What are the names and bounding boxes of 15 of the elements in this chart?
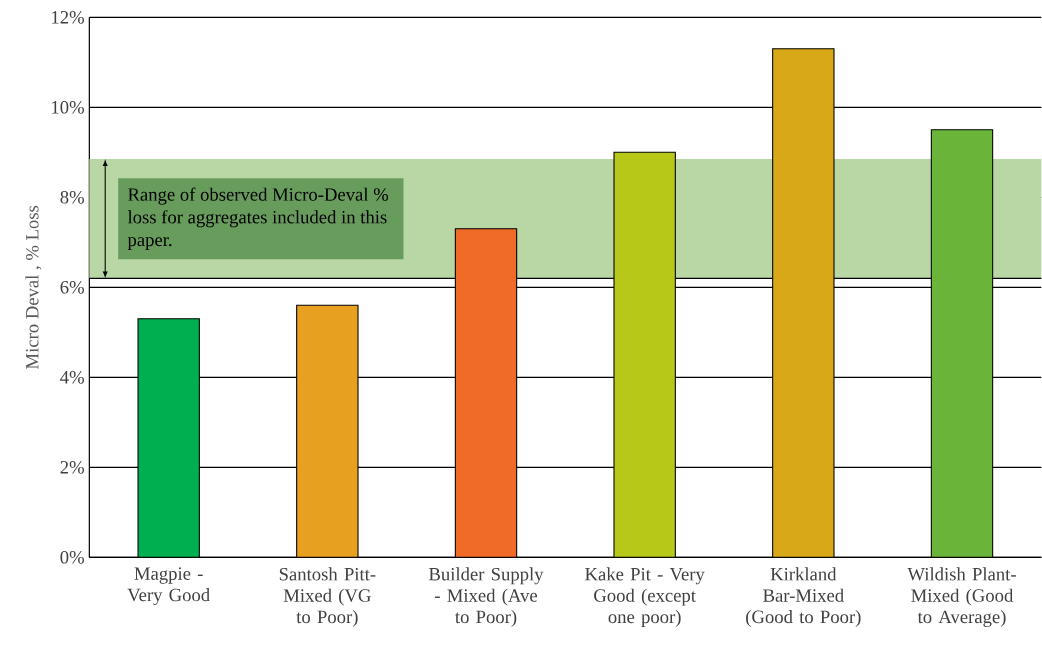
y-tick-label: 8%	[60, 190, 84, 204]
x-tick-label: Kirkland Bar-Mixed (Good to Poor)	[746, 567, 861, 627]
y-axis-title: Micro Deval , % Loss	[25, 205, 42, 369]
x-tick-label: Wildish Plant-Mixed (Good to Average)	[907, 567, 1016, 628]
x-tick-label: Kake Pit - Very Good (except one poor)	[585, 567, 705, 627]
y-tick-label: 12%	[52, 10, 84, 24]
y-tick-label: 2%	[60, 460, 84, 474]
y-tick-label: 6%	[60, 280, 84, 294]
y-tick-label: 0%	[60, 550, 84, 564]
x-tick-label: Magpie - Very Good	[127, 567, 210, 606]
y-tick-label: 10%	[52, 100, 84, 114]
x-tick-label: Builder Supply - Mixed (Ave to Poor)	[428, 567, 544, 627]
band-label: Range of observed Micro-Deval % loss for aggregates included in this paper.	[127, 187, 389, 250]
y-tick-label: 4%	[60, 370, 84, 384]
x-tick-label: Santosh Pitt-Mixed (VG to Poor)	[279, 567, 376, 627]
